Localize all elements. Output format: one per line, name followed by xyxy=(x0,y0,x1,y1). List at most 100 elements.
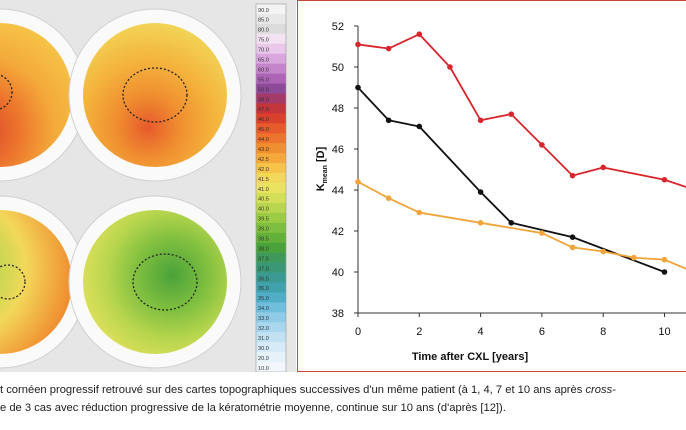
map-top-left xyxy=(0,8,87,182)
data-point xyxy=(661,176,668,183)
x-tick-label: 2 xyxy=(416,326,422,338)
map-bottom-left xyxy=(0,195,87,369)
scale-swatch xyxy=(256,103,286,114)
scale-label: 44.0 xyxy=(258,137,269,143)
data-point xyxy=(477,189,484,195)
scale-label: 42.5 xyxy=(258,157,269,163)
scale-label: 85.0 xyxy=(258,18,269,24)
scale-label: 36.5 xyxy=(258,276,269,282)
data-point xyxy=(600,248,606,255)
data-point xyxy=(477,220,484,226)
scale-label: 60.0 xyxy=(258,67,269,73)
scale-swatch xyxy=(256,212,286,224)
scale-label: 41.5 xyxy=(258,177,269,183)
y-tick-label: 44 xyxy=(332,185,344,197)
data-point xyxy=(539,230,545,236)
data-point xyxy=(355,179,361,185)
scale-swatch xyxy=(256,153,286,164)
scale-swatch xyxy=(256,362,286,373)
figure-caption: t cornéen progressif retrouvé sur des ca… xyxy=(0,380,686,430)
scale-label: 20.0 xyxy=(258,356,269,362)
scale-swatch xyxy=(256,113,286,124)
scale-label: 31.0 xyxy=(258,336,269,342)
scale-label: 38.0 xyxy=(258,246,269,252)
scale-swatch xyxy=(256,13,286,25)
scale-swatch xyxy=(256,202,286,214)
data-point xyxy=(600,164,606,171)
scale-label: 65.0 xyxy=(258,57,269,63)
y-tick-label: 50 xyxy=(332,62,344,74)
scale-swatch xyxy=(256,302,286,313)
scale-label: 37.5 xyxy=(258,256,269,262)
scale-label: 41.0 xyxy=(258,187,269,193)
scale-swatch xyxy=(256,282,286,293)
scale-swatch xyxy=(256,83,286,94)
data-point xyxy=(569,172,576,179)
x-axis-label: Time after CXL [years] xyxy=(412,351,529,363)
caption-line-1-italic: cross- xyxy=(582,384,616,396)
scale-swatch xyxy=(256,262,286,273)
series-2 xyxy=(355,179,686,270)
data-point xyxy=(508,220,515,226)
scale-label: 39.5 xyxy=(258,217,269,223)
y-tick-label: 48 xyxy=(332,103,344,115)
topography-maps-panel: 90.0 85.0 80.0 75.0 70.0 65.0 60.0 55.0 50.0 48.0… xyxy=(0,0,296,373)
scale-label: 10.0 xyxy=(258,366,269,372)
scale-label: 42.0 xyxy=(258,167,269,173)
scale-label: 50.0 xyxy=(258,87,269,93)
scale-swatch xyxy=(256,232,286,244)
y-axis-label-subscript: mean xyxy=(322,165,329,183)
data-point xyxy=(355,41,361,48)
scale-label: 32.0 xyxy=(258,326,269,332)
data-point xyxy=(385,195,392,201)
scale-swatch xyxy=(256,73,286,84)
scale-label: 46.0 xyxy=(258,117,269,123)
series-1 xyxy=(355,84,668,275)
topography-color-scale: 90.0 85.0 80.0 75.0 70.0 65.0 60.0 55.0 50.0 48.0… xyxy=(255,3,287,373)
data-point xyxy=(539,142,545,148)
scale-label: 38.5 xyxy=(258,237,269,243)
scale-label: 48.0 xyxy=(258,97,269,103)
scale-swatch xyxy=(256,133,286,144)
x-tick-label: 0 xyxy=(355,326,361,338)
scale-label: 30.0 xyxy=(258,346,269,352)
scale-swatch xyxy=(256,312,286,323)
map-bottom-right xyxy=(68,195,242,369)
scale-label: 47.0 xyxy=(258,107,269,113)
scale-swatch xyxy=(256,192,286,204)
scale-swatch xyxy=(256,173,286,184)
scale-label: 90.0 xyxy=(258,8,269,14)
scale-swatch xyxy=(256,272,286,283)
caption-line-1: t cornéen progressif retrouvé sur des ca… xyxy=(0,384,616,396)
y-tick-label: 38 xyxy=(332,308,344,320)
y-axis-label: Kmean [D] xyxy=(315,146,329,191)
scale-label: 35.0 xyxy=(258,296,269,302)
scale-label: 33.0 xyxy=(258,316,269,322)
scale-label: 43.0 xyxy=(258,147,269,153)
scale-label: 75.0 xyxy=(258,38,269,44)
scale-swatch xyxy=(256,123,286,134)
scale-label: 55.0 xyxy=(258,77,269,83)
scale-swatch xyxy=(256,33,286,45)
y-tick-label: 46 xyxy=(332,144,344,156)
caption-line-1-text: t cornéen progressif retrouvé sur des ca… xyxy=(0,384,583,396)
scale-label: 45.0 xyxy=(258,127,269,133)
scale-swatch xyxy=(256,222,286,234)
data-point xyxy=(631,254,637,261)
scale-label: 34.0 xyxy=(258,306,269,312)
series-line xyxy=(357,33,686,188)
scale-label: 40.5 xyxy=(258,197,269,203)
scale-swatch xyxy=(256,342,286,353)
data-point xyxy=(569,234,576,240)
data-point xyxy=(416,123,423,130)
scale-label: 37.0 xyxy=(258,266,269,272)
scale-swatch xyxy=(256,183,286,194)
scale-swatch xyxy=(256,4,286,15)
x-tick-label: 6 xyxy=(539,326,545,338)
y-axis-label-main: K xyxy=(315,183,327,191)
scale-swatch xyxy=(256,292,286,303)
scale-swatch xyxy=(256,93,286,104)
x-tick-label: 4 xyxy=(478,326,484,338)
x-tick-label: 8 xyxy=(600,326,606,338)
